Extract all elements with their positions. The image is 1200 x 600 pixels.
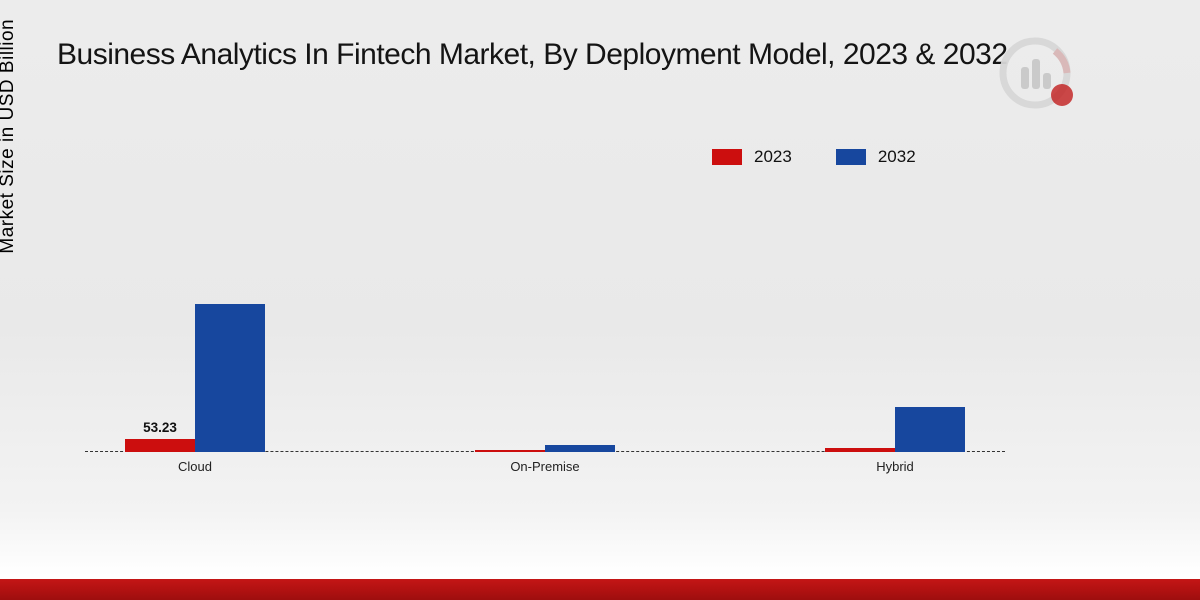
bar-hybrid-2032 xyxy=(895,406,965,452)
bar-hybrid-2023 xyxy=(825,448,895,452)
x-tick-label-cloud: Cloud xyxy=(178,459,212,474)
bar-cloud-2023 xyxy=(125,438,195,452)
chart-title: Business Analytics In Fintech Market, By… xyxy=(57,38,1008,71)
legend-label: 2032 xyxy=(877,147,916,166)
bottom-red-strip xyxy=(0,579,1200,600)
market-research-future-logo-icon xyxy=(999,37,1073,109)
legend-label: 2023 xyxy=(754,147,792,166)
legend-item-2032: 2032 xyxy=(835,147,916,167)
bar-on-premise-2032 xyxy=(545,444,615,452)
x-tick-label-on-premise: On-Premise xyxy=(510,459,580,474)
x-tick-label-hybrid: Hybrid xyxy=(876,459,914,474)
legend-swatch-2032 xyxy=(835,149,866,165)
bar-on-premise-2023 xyxy=(475,449,545,452)
legend-swatch-2023 xyxy=(712,149,742,165)
bar-cloud-2032 xyxy=(195,304,265,452)
legend: 2023 2032 xyxy=(712,147,916,167)
legend-item-2023: 2023 xyxy=(712,147,792,167)
value-label-cloud-2023: 53.23 xyxy=(143,419,177,435)
